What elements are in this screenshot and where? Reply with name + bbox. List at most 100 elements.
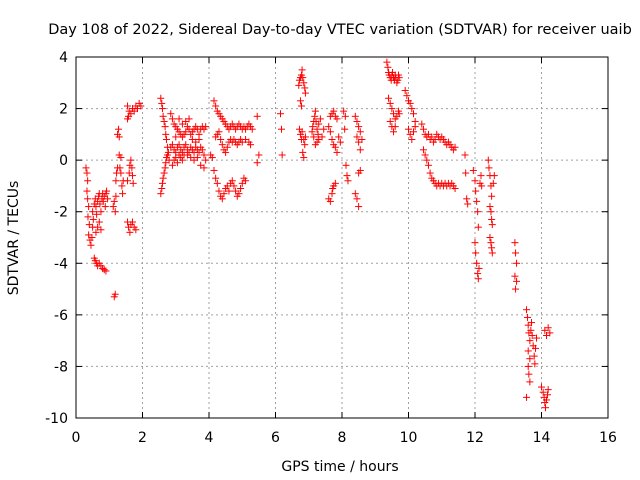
- data-point: [474, 208, 482, 216]
- data-point: [202, 123, 210, 131]
- data-point: [119, 190, 127, 198]
- x-tick-label: 0: [72, 430, 81, 446]
- data-point: [160, 117, 168, 125]
- data-point: [411, 123, 419, 131]
- data-point: [474, 270, 482, 278]
- data-point: [524, 313, 532, 321]
- x-tick-label: 10: [400, 430, 418, 446]
- x-tick-label: 16: [599, 430, 617, 446]
- data-point: [311, 112, 319, 120]
- data-point: [524, 347, 532, 355]
- data-point: [463, 195, 471, 203]
- data-point: [193, 154, 201, 162]
- data-point: [159, 174, 167, 182]
- data-point: [298, 66, 306, 74]
- data-point: [395, 74, 403, 82]
- data-point: [297, 102, 305, 110]
- data-point: [544, 386, 552, 394]
- data-point: [217, 136, 225, 144]
- data-point: [474, 223, 482, 231]
- data-point: [355, 123, 363, 131]
- x-tick-label: 12: [466, 430, 484, 446]
- data-point: [125, 112, 133, 120]
- data-point: [523, 306, 531, 314]
- data-point: [92, 203, 100, 211]
- data-point: [490, 172, 498, 180]
- data-point: [471, 239, 479, 247]
- data-point: [124, 177, 132, 185]
- data-point: [464, 200, 472, 208]
- data-point: [419, 125, 427, 133]
- data-point: [162, 136, 170, 144]
- data-point: [461, 151, 469, 159]
- data-point: [544, 324, 552, 332]
- data-point: [300, 154, 308, 162]
- data-point: [168, 161, 176, 169]
- x-tick-label: 8: [338, 430, 347, 446]
- data-point: [419, 146, 427, 154]
- data-point: [409, 128, 417, 136]
- x-tick-label: 4: [205, 430, 214, 446]
- data-point: [333, 148, 341, 156]
- data-point: [408, 136, 416, 144]
- data-point: [341, 112, 349, 120]
- data-point: [230, 182, 238, 190]
- data-point: [84, 195, 92, 203]
- y-tick-label: -2: [54, 205, 68, 221]
- data-point: [326, 197, 334, 205]
- data-point: [336, 138, 344, 146]
- data-point: [212, 174, 220, 182]
- data-point: [88, 234, 96, 241]
- data-point: [343, 172, 351, 180]
- data-point: [178, 156, 186, 164]
- data-point: [161, 164, 169, 172]
- data-point: [175, 141, 183, 149]
- data-point: [513, 259, 521, 267]
- data-point: [225, 187, 233, 195]
- data-point: [110, 197, 118, 205]
- data-point: [173, 159, 181, 167]
- data-point: [298, 128, 306, 136]
- data-point: [235, 190, 243, 198]
- y-tick-label: -8: [54, 359, 68, 375]
- data-point: [532, 344, 540, 352]
- data-point: [228, 177, 236, 185]
- data-point: [215, 128, 223, 136]
- data-point: [198, 146, 206, 154]
- data-point: [424, 161, 432, 169]
- data-point: [385, 94, 393, 102]
- data-point: [533, 334, 541, 342]
- data-point: [523, 393, 531, 401]
- data-point: [210, 166, 218, 174]
- data-point: [295, 81, 303, 89]
- data-point: [101, 203, 109, 211]
- data-point: [315, 120, 323, 128]
- data-point: [222, 148, 230, 156]
- data-point: [488, 221, 496, 229]
- data-point: [330, 107, 338, 115]
- data-point: [487, 208, 495, 216]
- data-point: [87, 241, 95, 249]
- data-point: [451, 143, 459, 151]
- data-point: [276, 110, 284, 118]
- data-point: [301, 84, 309, 92]
- data-point: [486, 234, 494, 241]
- data-point: [408, 105, 416, 113]
- data-point: [83, 187, 91, 195]
- data-point: [543, 391, 551, 399]
- data-point: [342, 161, 350, 169]
- data-point: [421, 151, 429, 159]
- data-point: [488, 244, 496, 252]
- data-point: [301, 133, 309, 141]
- data-point: [117, 154, 125, 162]
- data-point: [99, 197, 107, 205]
- data-point: [426, 169, 434, 177]
- y-tick-label: 2: [59, 102, 68, 118]
- data-point: [175, 115, 183, 123]
- data-point: [405, 125, 412, 133]
- data-point: [95, 218, 103, 226]
- data-point: [168, 115, 176, 123]
- data-point: [200, 164, 208, 172]
- data-point: [333, 115, 341, 123]
